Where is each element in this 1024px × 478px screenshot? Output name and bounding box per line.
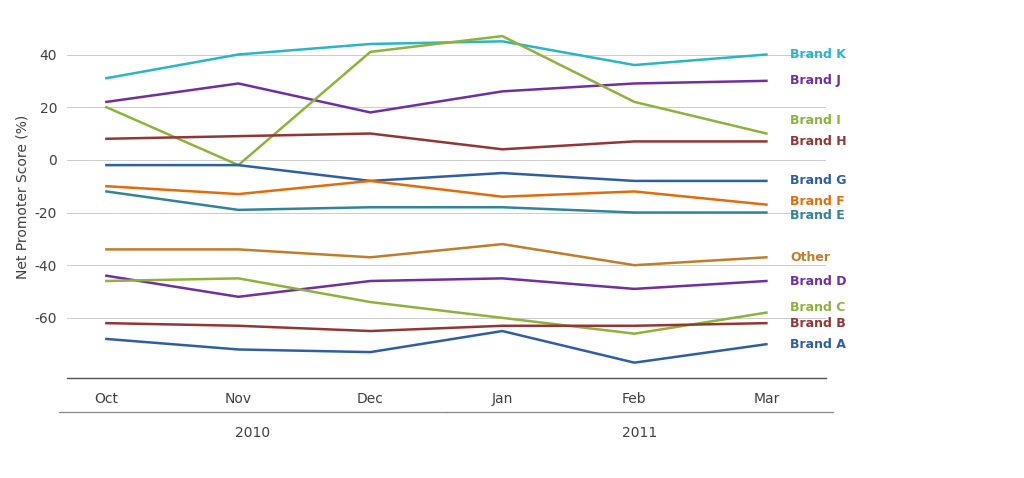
Text: Brand I: Brand I [791, 114, 841, 127]
Text: Brand H: Brand H [791, 135, 847, 148]
Text: Brand J: Brand J [791, 75, 841, 87]
Text: Brand E: Brand E [791, 209, 845, 222]
Text: Brand D: Brand D [791, 274, 847, 287]
Text: Other: Other [791, 251, 830, 264]
Text: 2010: 2010 [236, 426, 270, 440]
Y-axis label: Net Promoter Score (%): Net Promoter Score (%) [15, 115, 29, 279]
Text: 2011: 2011 [623, 426, 657, 440]
Text: Brand F: Brand F [791, 196, 845, 208]
Text: Brand B: Brand B [791, 316, 846, 330]
Text: Brand C: Brand C [791, 301, 846, 314]
Text: Brand K: Brand K [791, 48, 846, 61]
Text: Brand G: Brand G [791, 174, 847, 187]
Text: Brand A: Brand A [791, 338, 846, 351]
